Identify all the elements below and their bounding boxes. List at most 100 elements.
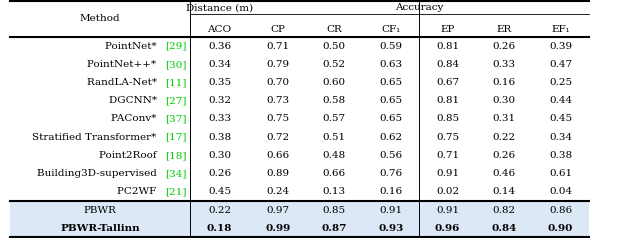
Text: CP: CP [270,25,285,34]
Text: 0.16: 0.16 [380,187,403,196]
Text: RandLA-Net*: RandLA-Net* [86,78,160,87]
Text: [17]: [17] [166,133,187,142]
Text: 0.60: 0.60 [323,78,346,87]
Text: 0.91: 0.91 [436,169,459,178]
Text: 0.63: 0.63 [380,60,403,69]
Text: 0.65: 0.65 [380,96,403,105]
Text: ER: ER [497,25,512,34]
Text: 0.24: 0.24 [266,187,289,196]
Text: PBWR-Tallinn: PBWR-Tallinn [60,224,140,233]
Text: 0.22: 0.22 [208,205,231,214]
Text: 0.89: 0.89 [266,169,289,178]
Text: 0.73: 0.73 [266,96,289,105]
Text: 0.79: 0.79 [266,60,289,69]
Text: 0.30: 0.30 [208,151,231,160]
Text: 0.76: 0.76 [380,169,403,178]
Text: EP: EP [440,25,454,34]
Text: 0.90: 0.90 [548,224,573,233]
Text: 0.47: 0.47 [549,60,572,69]
Text: 0.72: 0.72 [266,133,289,142]
Text: 0.81: 0.81 [436,42,459,51]
Text: 0.75: 0.75 [266,114,289,124]
Text: EF₁: EF₁ [551,25,570,34]
Text: 0.31: 0.31 [493,114,516,124]
Text: Method: Method [79,14,120,23]
Text: [37]: [37] [166,114,187,124]
Text: 0.87: 0.87 [321,224,347,233]
Text: 0.71: 0.71 [436,151,459,160]
Text: 0.70: 0.70 [266,78,289,87]
Text: [30]: [30] [166,60,187,69]
Text: 0.99: 0.99 [265,224,291,233]
Text: [29]: [29] [166,42,187,51]
Text: [11]: [11] [166,78,187,87]
Text: PointNet++*: PointNet++* [88,60,160,69]
Text: 0.96: 0.96 [435,224,460,233]
Text: Building3D-supervised: Building3D-supervised [36,169,160,178]
Text: 0.04: 0.04 [549,187,572,196]
Text: [18]: [18] [166,151,187,160]
Text: 0.65: 0.65 [380,114,403,124]
Text: 0.45: 0.45 [208,187,231,196]
Text: 0.75: 0.75 [436,133,459,142]
Text: 0.81: 0.81 [436,96,459,105]
Text: 0.67: 0.67 [436,78,459,87]
Text: 0.46: 0.46 [493,169,516,178]
Text: 0.38: 0.38 [208,133,231,142]
Text: 0.62: 0.62 [380,133,403,142]
Text: 0.26: 0.26 [493,151,516,160]
Text: 0.84: 0.84 [436,60,459,69]
Text: 0.34: 0.34 [208,60,231,69]
Text: 0.26: 0.26 [208,169,231,178]
Text: 0.25: 0.25 [549,78,572,87]
Text: [34]: [34] [166,169,187,178]
Text: 0.39: 0.39 [549,42,572,51]
Text: 0.33: 0.33 [208,114,231,124]
Text: 0.33: 0.33 [493,60,516,69]
Text: 0.91: 0.91 [380,205,403,214]
Text: 0.48: 0.48 [323,151,346,160]
Bar [10,219,589,237]
Text: 0.13: 0.13 [323,187,346,196]
Text: 0.30: 0.30 [493,96,516,105]
Text: ACO: ACO [207,25,232,34]
Text: 0.45: 0.45 [549,114,572,124]
Text: 0.36: 0.36 [208,42,231,51]
Text: 0.66: 0.66 [266,151,289,160]
Text: 0.14: 0.14 [493,187,516,196]
Text: 0.93: 0.93 [378,224,403,233]
Text: Distance (m): Distance (m) [186,3,253,12]
Text: 0.22: 0.22 [493,133,516,142]
Text: PC2WF: PC2WF [117,187,160,196]
Text: 0.50: 0.50 [323,42,346,51]
Text: 0.71: 0.71 [266,42,289,51]
Text: CF₁: CF₁ [381,25,401,34]
Text: 0.18: 0.18 [207,224,232,233]
Text: DGCNN*: DGCNN* [109,96,160,105]
Text: 0.66: 0.66 [323,169,346,178]
Text: 0.32: 0.32 [208,96,231,105]
Text: 0.65: 0.65 [380,78,403,87]
Text: [27]: [27] [166,96,187,105]
Text: 0.85: 0.85 [436,114,459,124]
Text: 0.52: 0.52 [323,60,346,69]
Text: PAConv*: PAConv* [111,114,160,124]
Text: 0.91: 0.91 [436,205,459,214]
Text: [21]: [21] [166,187,187,196]
Text: CR: CR [326,25,342,34]
Text: 0.51: 0.51 [323,133,346,142]
Text: 0.56: 0.56 [380,151,403,160]
Text: 0.58: 0.58 [323,96,346,105]
Text: 0.34: 0.34 [549,133,572,142]
Text: 0.38: 0.38 [549,151,572,160]
Text: 0.44: 0.44 [549,96,572,105]
Text: Stratified Transformer*: Stratified Transformer* [32,133,160,142]
Bar [10,201,589,219]
Text: 0.35: 0.35 [208,78,231,87]
Text: 0.86: 0.86 [549,205,572,214]
Text: 0.97: 0.97 [266,205,289,214]
Text: 0.85: 0.85 [323,205,346,214]
Text: 0.84: 0.84 [492,224,516,233]
Text: PBWR: PBWR [83,205,116,214]
Text: Accuracy: Accuracy [395,3,444,12]
